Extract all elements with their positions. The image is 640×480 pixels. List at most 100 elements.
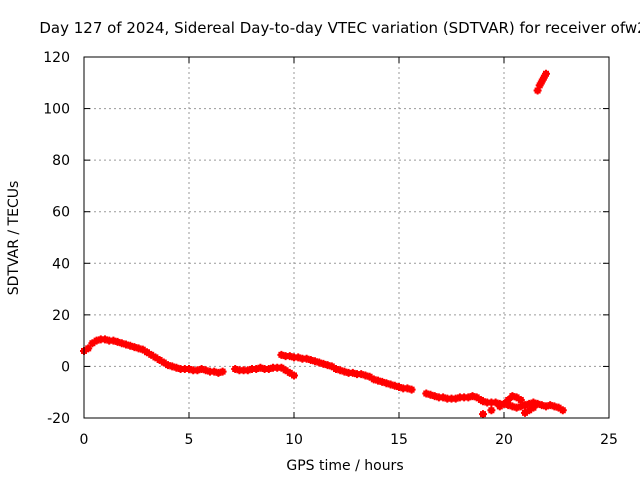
data-point <box>114 338 121 345</box>
data-point <box>274 364 281 371</box>
data-point <box>85 345 92 352</box>
data-point <box>517 396 524 403</box>
data-point <box>106 337 113 344</box>
data-point <box>488 399 495 406</box>
data-point <box>261 366 268 373</box>
data-point <box>207 368 213 375</box>
data-point <box>160 359 167 366</box>
data-point <box>278 351 285 358</box>
data-point <box>404 385 411 392</box>
data-point <box>543 70 549 77</box>
x-tick-label: 10 <box>285 432 303 448</box>
data-point <box>387 381 394 388</box>
plot-frame <box>83 56 610 419</box>
data-point <box>517 403 524 410</box>
data-point <box>354 371 360 378</box>
y-tick-label: 60 <box>52 205 70 221</box>
y-tick-label: 120 <box>43 50 70 66</box>
data-point <box>391 382 398 389</box>
data-point <box>435 394 442 401</box>
data-point <box>110 337 117 344</box>
data-point <box>440 394 447 401</box>
y-tick-label: 80 <box>52 153 70 169</box>
y-tick-label: -20 <box>47 411 70 427</box>
data-point <box>555 404 562 411</box>
data-point <box>278 364 285 371</box>
data-point <box>232 366 239 373</box>
data-point <box>312 358 318 365</box>
y-axis-label: SDTVAR / TECUs <box>6 181 22 296</box>
data-point <box>513 394 520 401</box>
data-point <box>345 369 352 376</box>
data-point <box>547 402 554 409</box>
data-point <box>148 351 155 358</box>
data-point <box>181 366 188 373</box>
data-point <box>526 400 533 407</box>
y-tick-label: 40 <box>52 256 70 272</box>
data-point <box>540 74 547 81</box>
data-point <box>165 362 171 369</box>
data-point <box>244 367 251 374</box>
data-point <box>370 376 377 383</box>
data-point <box>505 402 512 409</box>
data-point <box>270 364 276 371</box>
data-point <box>496 403 503 410</box>
data-point <box>295 354 302 361</box>
data-point <box>97 336 104 343</box>
data-point <box>465 394 472 401</box>
data-point <box>543 403 549 410</box>
data-point <box>286 353 293 360</box>
data-point <box>538 78 545 85</box>
data-point <box>194 367 201 374</box>
data-point <box>400 385 407 392</box>
x-tick-label: 15 <box>390 432 408 448</box>
data-point <box>291 372 297 379</box>
data-point <box>291 354 297 361</box>
data-point <box>379 378 386 385</box>
data-point <box>444 395 451 402</box>
data-point <box>102 336 108 343</box>
data-point <box>536 82 543 89</box>
data-point <box>337 367 344 374</box>
data-point <box>375 377 381 384</box>
data-point <box>383 380 390 387</box>
data-point <box>282 367 289 374</box>
data-point <box>423 390 430 397</box>
data-point <box>505 396 512 403</box>
data-point <box>118 340 125 347</box>
data-point <box>93 337 100 344</box>
data-point <box>316 359 323 366</box>
x-tick-label: 0 <box>80 432 89 448</box>
data-point <box>139 346 146 353</box>
data-point <box>249 366 255 373</box>
data-point <box>396 384 402 391</box>
data-point <box>522 409 528 416</box>
data-point <box>152 354 159 361</box>
data-point <box>173 364 180 371</box>
data-point <box>177 366 184 373</box>
data-point <box>135 345 142 352</box>
data-point <box>127 342 134 349</box>
data-point <box>427 391 434 398</box>
data-points <box>80 69 567 419</box>
x-axis-label: GPS time / hours <box>286 458 403 474</box>
data-point <box>236 367 243 374</box>
data-point <box>349 369 356 376</box>
x-tick-labels: 0 5 10 15 20 25 <box>80 432 618 448</box>
data-point <box>282 353 289 360</box>
data-point <box>358 371 365 378</box>
data-point <box>257 364 264 371</box>
data-point <box>452 395 459 402</box>
data-point <box>480 398 486 405</box>
data-point <box>299 355 306 362</box>
data-point <box>448 395 455 402</box>
data-point <box>186 366 192 373</box>
data-point <box>303 355 310 362</box>
data-point <box>144 349 150 356</box>
data-point <box>366 373 373 380</box>
data-point <box>328 363 335 370</box>
data-point <box>473 394 480 401</box>
data-point <box>198 366 205 373</box>
data-point <box>526 407 533 414</box>
data-point <box>156 356 163 363</box>
